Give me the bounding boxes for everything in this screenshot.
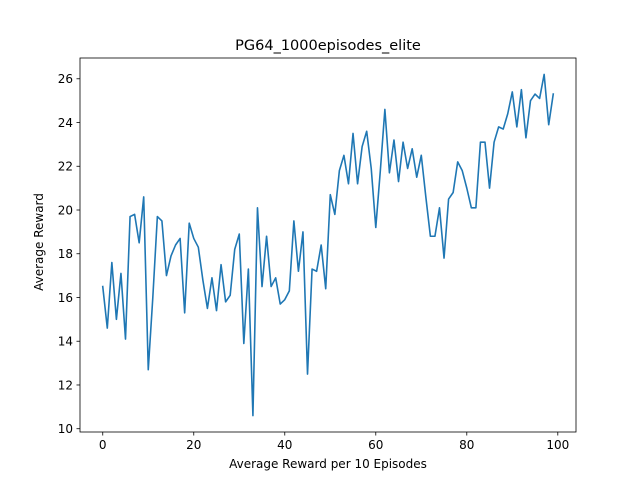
plot-area bbox=[79, 57, 577, 433]
x-axis-ticks: 0 20 40 60 80 100 bbox=[99, 432, 569, 452]
axes-frame bbox=[79, 57, 577, 433]
x-tick-label: 0 bbox=[99, 438, 107, 452]
x-axis-label: Average Reward per 10 Episodes bbox=[229, 457, 427, 471]
y-axis-ticks: 10 12 14 16 18 20 22 24 26 bbox=[58, 72, 80, 436]
y-tick-label: 20 bbox=[58, 203, 73, 217]
x-tick-label: 60 bbox=[368, 438, 383, 452]
x-tick-label: 40 bbox=[277, 438, 292, 452]
chart-title: PG64_1000episodes_elite bbox=[235, 38, 421, 54]
y-axis-label: Average Reward bbox=[32, 193, 46, 291]
y-tick-label: 18 bbox=[58, 247, 73, 261]
y-tick-label: 14 bbox=[58, 335, 73, 349]
y-tick-label: 22 bbox=[58, 160, 73, 174]
x-tick-label: 100 bbox=[546, 438, 569, 452]
y-tick-label: 12 bbox=[58, 378, 73, 392]
y-tick-label: 26 bbox=[58, 72, 73, 86]
x-tick-label: 80 bbox=[459, 438, 474, 452]
series-line-0 bbox=[101, 73, 555, 417]
y-tick-label: 16 bbox=[58, 291, 73, 305]
y-tick-label: 24 bbox=[58, 116, 73, 130]
x-tick-label: 20 bbox=[186, 438, 201, 452]
y-tick-label: 10 bbox=[58, 422, 73, 436]
